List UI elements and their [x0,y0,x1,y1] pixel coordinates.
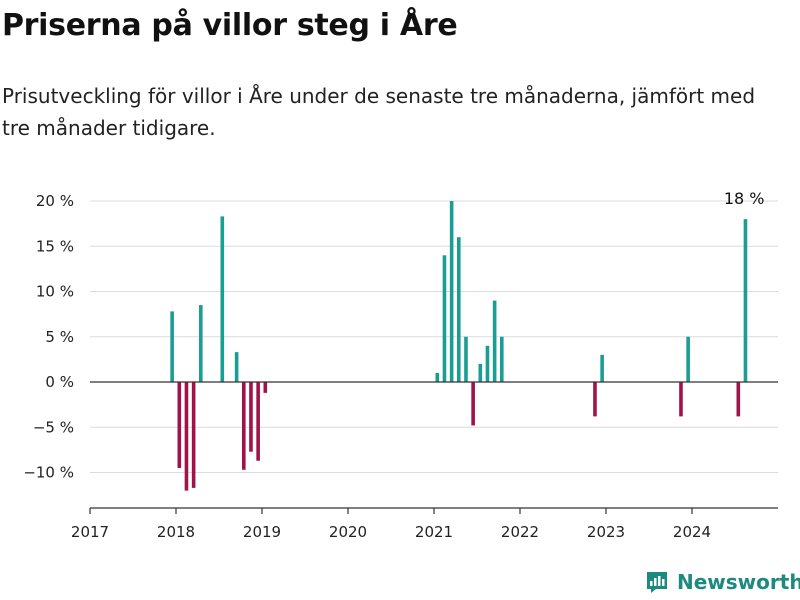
bar-2023-12 [686,336,690,382]
y-axis-ticks: 20 % 15 % 10 % 5 % 0 % −5 % −10 % [23,192,74,482]
x-axis: 2017 2018 2019 2020 2021 2022 2023 2024 [71,507,778,541]
bar-2021-01 [435,372,440,382]
bar-2021-03 [449,201,454,382]
bar-2018-02 [184,382,189,491]
bar-2019-01 [263,382,268,393]
grid-lines [90,200,778,473]
x-tick-label: 2024 [673,523,711,541]
bar-2021-07 [478,363,483,382]
bar-2021-02 [442,255,447,382]
bar-2018-07 [220,216,225,382]
bar-2022-11 [593,382,597,417]
bar-2018-01 [177,382,182,468]
x-tick-label: 2022 [501,523,539,541]
bar-2024-07 [736,382,741,417]
bar-2021-06 [471,382,475,426]
bar-2018-04 [199,305,203,382]
x-tick-label: 2019 [243,523,281,541]
bar-2018-11 [249,382,253,452]
newsworthy-logo-icon [647,572,667,593]
x-tick-label: 2020 [329,523,367,541]
y-tick-label: 10 % [36,283,74,301]
y-tick-label: −10 % [23,464,74,482]
bar-2018-09 [234,352,239,382]
bar-2017-12 [170,311,174,382]
brand-logo: Newsworthy [645,570,800,594]
chart-subtitle: Prisutveckling för villor i Åre under de… [2,84,756,140]
y-tick-label: 15 % [36,237,74,255]
bar-2021-08 [485,345,490,382]
bar-2023-11 [679,382,683,417]
bar-2018-10 [242,382,246,470]
bar-2024-08 [743,219,748,382]
y-tick-label: 0 % [45,373,74,391]
x-tick-label: 2023 [587,523,625,541]
brand-name: Newsworthy [677,570,800,594]
bar-2021-05 [464,336,468,382]
x-tick-label: 2017 [71,523,109,541]
bar-2022-12 [600,354,604,382]
bar-2021-10 [500,336,504,382]
bar-2021-09 [492,300,497,382]
y-tick-label: 20 % [36,192,74,210]
bar-2018-03 [191,382,196,488]
y-tick-label: −5 % [33,418,74,436]
chart-title: Priserna på villor steg i Åre [2,8,458,43]
x-tick-label: 2021 [415,523,453,541]
bar-2021-04 [457,237,461,382]
bar-2018-12 [256,382,260,461]
annotation-label: 18 % [724,189,765,208]
bars [170,201,748,491]
x-tick-label: 2018 [157,523,195,541]
y-tick-label: 5 % [45,328,74,346]
annotations: 18 % [724,189,765,208]
